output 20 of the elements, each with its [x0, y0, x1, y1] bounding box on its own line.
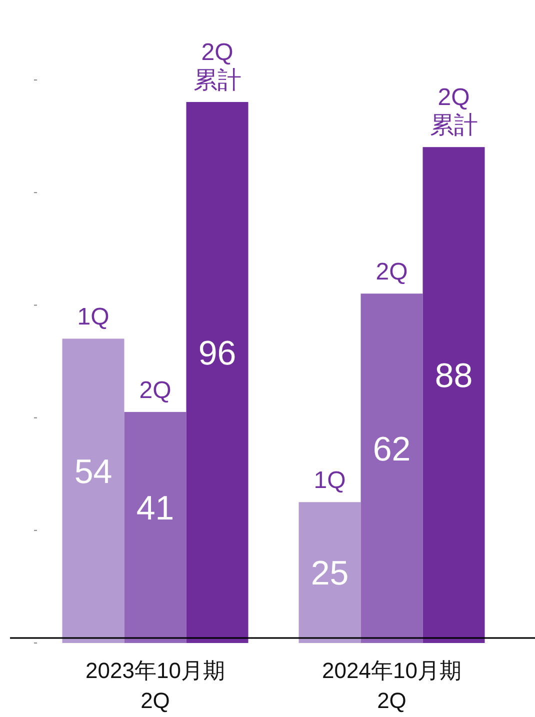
data-label: 62	[372, 430, 411, 468]
data-label: 96	[198, 334, 236, 372]
bar	[360, 294, 423, 643]
text: 2Q 累計	[430, 84, 478, 140]
bar	[186, 102, 248, 643]
series-label: 1Q	[77, 304, 110, 331]
bar	[124, 412, 186, 643]
series-label: 2Q 累計	[193, 39, 242, 94]
bar	[298, 502, 361, 643]
data-label: 54	[74, 452, 112, 491]
x-tick-label: 2023年10月期 2Q	[86, 658, 225, 713]
bar	[62, 338, 124, 643]
bar	[422, 147, 485, 643]
series-label: 2Q	[139, 376, 172, 404]
text: 2Q	[376, 258, 408, 286]
data-label: 88	[434, 357, 473, 396]
x-tick-label: 2024年10月期 2Q	[322, 658, 462, 713]
data-label: 25	[310, 554, 349, 593]
data-label: 41	[136, 489, 174, 528]
text: 1Q	[314, 467, 346, 494]
